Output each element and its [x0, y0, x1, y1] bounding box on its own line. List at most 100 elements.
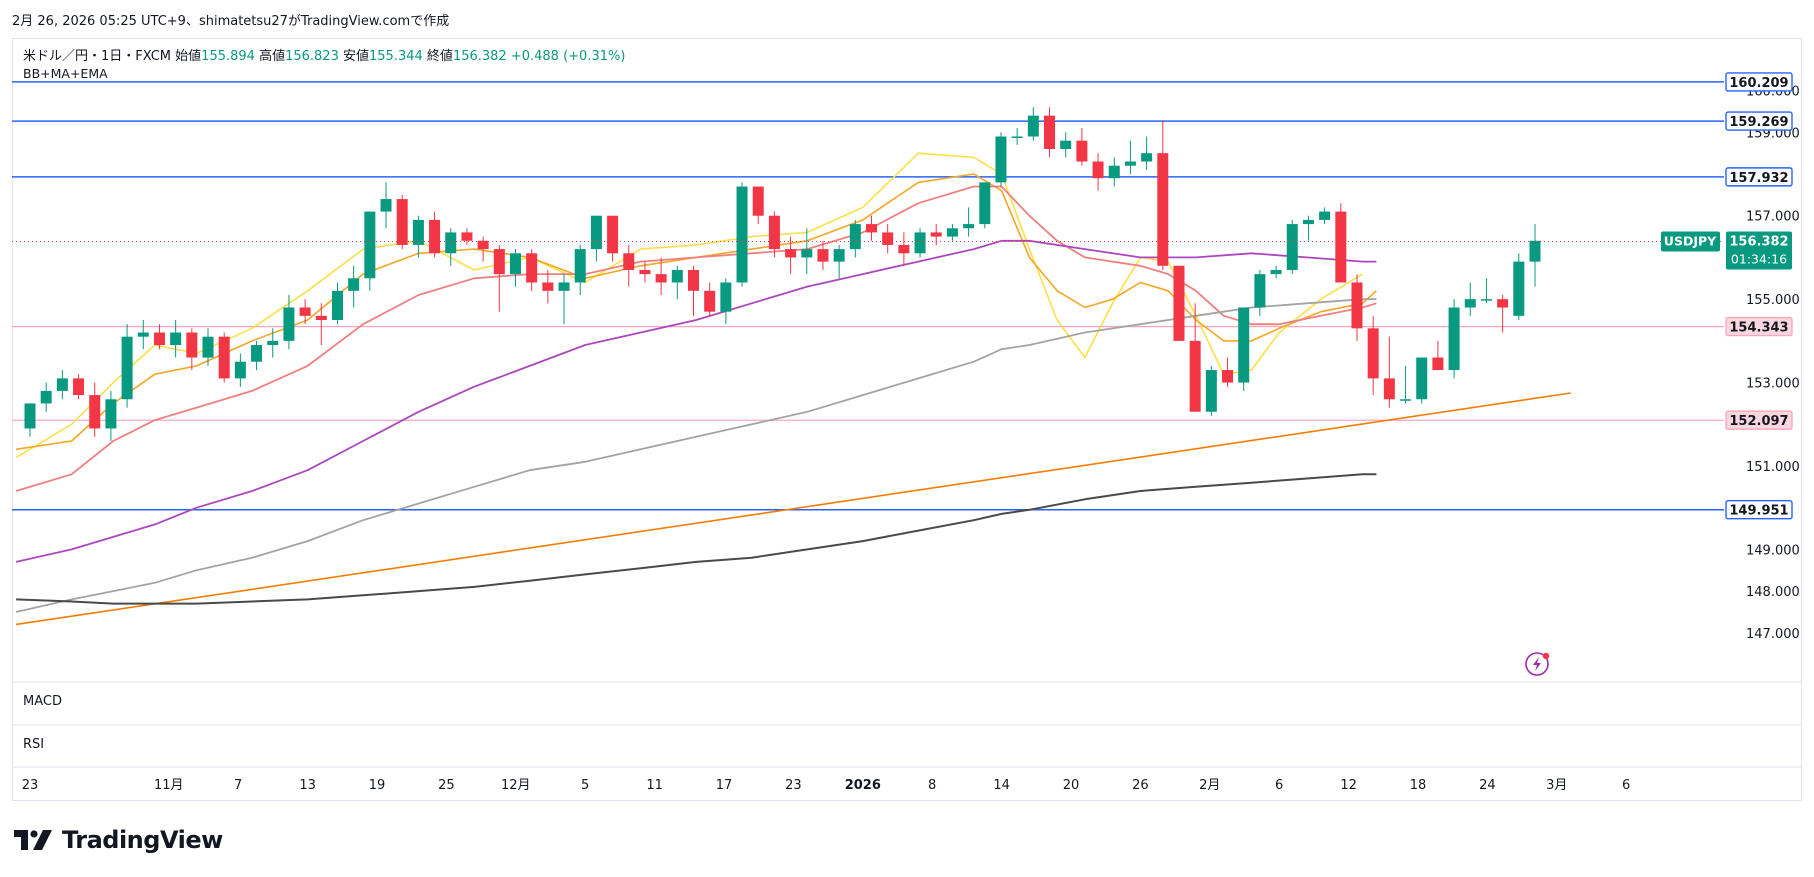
high-label: 高値	[259, 49, 286, 64]
y-tick-label: 148.000	[1746, 585, 1800, 600]
candle-body	[995, 136, 1007, 183]
candle-body	[1529, 240, 1541, 262]
candle-body	[704, 290, 716, 312]
candle-body	[1497, 299, 1509, 308]
tradingview-logo[interactable]: TradingView	[14, 826, 223, 854]
level-price-box	[1725, 500, 1793, 520]
candle-body	[1319, 211, 1331, 220]
low-label: 安値	[343, 49, 370, 64]
open-label: 始値	[175, 49, 202, 64]
x-tick-label: 19	[369, 778, 386, 793]
candle-body	[882, 232, 894, 245]
level-price-box	[1725, 316, 1793, 337]
lightning-icon[interactable]	[1525, 652, 1550, 676]
indicator-legend[interactable]: BB+MA+EMA	[23, 66, 108, 81]
candle-body	[526, 253, 538, 283]
x-tick-label: 5	[581, 778, 589, 793]
x-tick-label: 2月	[1199, 778, 1220, 793]
level-price-label: 152.097	[1729, 414, 1788, 429]
candle-body	[736, 186, 748, 283]
countdown-label: 01:34:16	[1731, 252, 1787, 267]
x-tick-label: 25	[438, 778, 455, 793]
candle-body	[1302, 219, 1314, 225]
candle-body	[1480, 299, 1492, 301]
candle-body	[1254, 274, 1266, 308]
candle-body	[412, 219, 424, 245]
level-price-box	[1725, 410, 1793, 430]
x-tick-label: 23	[22, 778, 39, 793]
candle-body	[979, 182, 991, 225]
candle-body	[105, 399, 117, 429]
candle-body	[671, 269, 683, 283]
candle-body	[963, 224, 975, 229]
candle-body	[1108, 165, 1120, 179]
x-tick-label: 24	[1479, 778, 1496, 793]
x-tick-label: 7	[234, 778, 242, 793]
candle-body	[137, 332, 149, 337]
level-price-label: 154.343	[1729, 321, 1788, 336]
candle-body	[493, 249, 505, 275]
candle-body	[1205, 370, 1217, 412]
candle-body	[1189, 340, 1201, 412]
candle-body	[639, 269, 651, 275]
trendline	[16, 392, 1571, 626]
candle-body	[40, 390, 52, 404]
candle-body	[218, 336, 230, 379]
candle-body	[1124, 161, 1136, 166]
candle-body	[380, 199, 392, 212]
x-tick-label: 12	[1340, 778, 1357, 793]
last-price-box	[1726, 231, 1792, 270]
candle-body	[1141, 153, 1153, 162]
candle-body	[509, 253, 521, 275]
candle-body	[477, 240, 489, 250]
x-tick-label: 20	[1063, 778, 1080, 793]
x-tick-label: 11月	[154, 778, 184, 793]
symbol-tag-box	[1661, 231, 1720, 252]
level-price-label: 149.951	[1729, 504, 1788, 519]
candle-body	[1513, 261, 1525, 316]
level-price-label: 160.209	[1729, 76, 1788, 91]
candle-body	[186, 332, 198, 358]
candle-body	[768, 215, 780, 250]
candle-body	[720, 282, 732, 312]
moving-average-line	[16, 473, 1377, 605]
x-tick-label: 17	[716, 778, 733, 793]
change-value: +0.488 (+0.31%)	[510, 49, 626, 64]
low-value: 155.344	[369, 49, 423, 64]
x-tick-label: 2026	[845, 778, 881, 793]
level-price-label: 159.269	[1729, 115, 1788, 130]
candle-body	[315, 315, 327, 321]
candle-body	[1335, 211, 1347, 283]
chart-frame	[12, 38, 1802, 801]
rsi-pane-label[interactable]: RSI	[23, 737, 45, 752]
candle-body	[1173, 265, 1185, 341]
macd-pane-label[interactable]: MACD	[23, 694, 62, 709]
x-tick-label: 6	[1275, 778, 1283, 793]
candle-body	[1367, 328, 1379, 379]
candle-body	[1286, 224, 1298, 270]
candle-body	[752, 186, 764, 216]
candle-body	[445, 232, 457, 254]
x-tick-label: 3月	[1546, 778, 1567, 793]
candle-body	[623, 253, 635, 270]
candle-body	[607, 215, 619, 254]
candle-body	[590, 215, 602, 250]
tradingview-logo-text: TradingView	[62, 826, 223, 854]
x-tick-label: 26	[1132, 778, 1149, 793]
candle-body	[1416, 357, 1428, 400]
level-price-label: 157.932	[1729, 171, 1788, 186]
symbol-name[interactable]: 米ドル／円・1日・FXCM	[23, 49, 172, 64]
level-price-box	[1725, 111, 1793, 131]
candle-body	[817, 249, 829, 262]
level-price-box	[1725, 72, 1793, 92]
candle-body	[849, 224, 861, 250]
y-tick-label: 157.000	[1746, 210, 1800, 225]
x-tick-label: 13	[299, 778, 316, 793]
x-tick-label: 12月	[501, 778, 531, 793]
candle-body	[914, 232, 926, 254]
candle-body	[1432, 357, 1444, 371]
candle-body	[396, 199, 408, 245]
close-value: 156.382	[452, 49, 507, 64]
x-tick-label: 23	[785, 778, 802, 793]
